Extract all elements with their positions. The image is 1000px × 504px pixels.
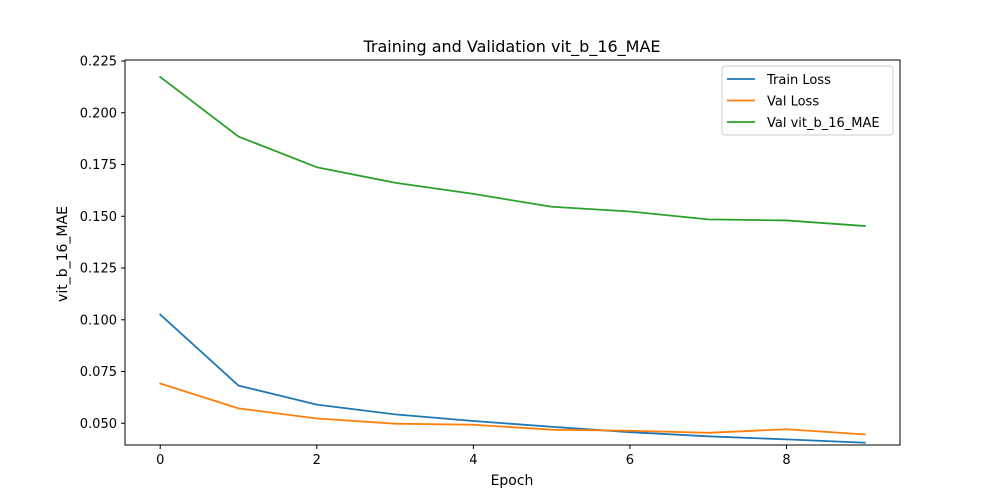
axes-frame: [124, 59, 901, 446]
x-axis-label: Epoch: [491, 473, 534, 489]
series-line-3: [158, 75, 866, 227]
axes: 0 2 4 6 8 0.050 0.075 0.100 0.125 0.150 0.175 0.200…: [80, 55, 901, 468]
y-tick-label: 0.225: [80, 55, 117, 70]
y-tick-label: 0.075: [80, 365, 117, 380]
y-tick-label: 0.150: [80, 210, 117, 225]
x-tick-label: 8: [782, 453, 790, 468]
x-tick-label: 6: [626, 453, 634, 468]
legend-label-1: Train Loss: [766, 73, 831, 88]
series-line-2: [159, 382, 866, 436]
chart-title: Training and Validation vit_b_16_MAE: [362, 37, 660, 57]
y-tick-label: 0.200: [80, 106, 117, 121]
legend: Train Loss Val Loss Val vit_b_16_MAE: [721, 65, 894, 136]
y-tick-label: 0.175: [80, 158, 117, 173]
y-tick-label: 0.125: [80, 262, 117, 277]
x-tick-label: 4: [469, 453, 477, 468]
y-tick-label: 0.100: [80, 313, 117, 328]
y-axis-label: vit_b_16_MAE: [55, 206, 71, 302]
plot-area: [158, 75, 866, 444]
x-tick-label: 2: [313, 453, 321, 468]
y-tick-label: 0.050: [80, 417, 117, 432]
legend-box: [721, 65, 894, 136]
x-tick-label: 0: [156, 453, 164, 468]
series-line-1: [158, 313, 866, 444]
legend-label-2: Val Loss: [767, 95, 819, 110]
legend-label-3: Val vit_b_16_MAE: [767, 116, 880, 131]
